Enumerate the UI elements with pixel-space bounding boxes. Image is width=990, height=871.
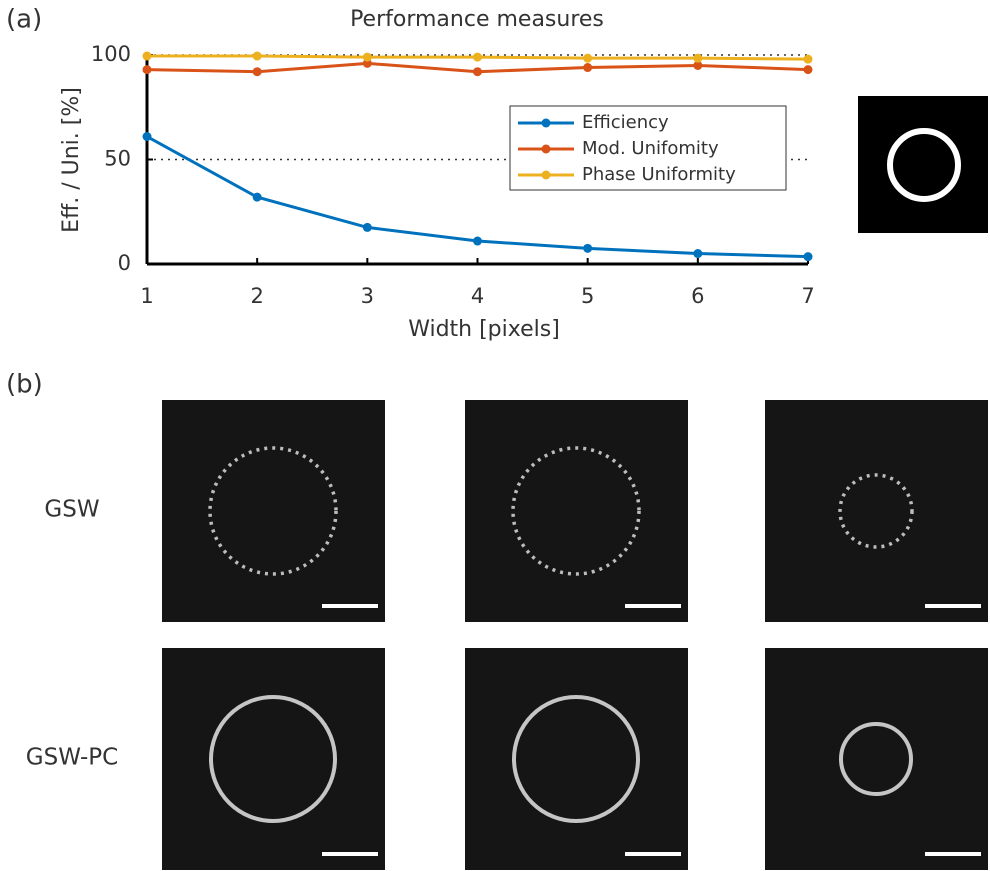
point	[803, 65, 813, 75]
ring	[511, 446, 641, 576]
y-tick-label: 100	[91, 42, 131, 66]
legend-marker	[541, 170, 551, 180]
point	[583, 243, 593, 253]
x-tick-label: 5	[581, 284, 594, 308]
y-tick-label: 50	[104, 147, 131, 171]
x-tick-label: 4	[471, 284, 484, 308]
point	[803, 252, 813, 262]
point	[583, 63, 593, 73]
point	[693, 249, 703, 259]
chart-title: Performance measures	[350, 7, 604, 32]
ring	[209, 695, 337, 823]
x-tick-label: 2	[250, 284, 263, 308]
point	[803, 54, 813, 64]
point	[252, 67, 262, 77]
microscope-image	[465, 400, 688, 622]
point	[142, 65, 152, 75]
microscope-image	[162, 400, 385, 622]
x-tick-label: 7	[801, 284, 814, 308]
point	[583, 53, 593, 63]
microscope-image	[765, 648, 988, 870]
legend-label: Efficiency	[582, 112, 669, 133]
panel-label: (b)	[6, 370, 43, 400]
legend-marker	[541, 118, 551, 128]
row-label: GSW-PC	[26, 745, 118, 771]
x-tick-label: 3	[361, 284, 374, 308]
point	[473, 67, 482, 77]
point	[693, 60, 703, 70]
y-tick-label: 0	[118, 251, 131, 275]
ring	[512, 695, 640, 823]
point	[362, 58, 372, 68]
point	[252, 192, 262, 202]
point	[473, 52, 482, 62]
point	[142, 51, 152, 61]
x-tick-label: 1	[140, 284, 153, 308]
ring	[838, 473, 914, 549]
point	[142, 132, 152, 142]
microscope-image	[162, 648, 385, 870]
inset-image	[858, 96, 988, 233]
ring	[839, 722, 913, 796]
row-label: GSW	[44, 497, 99, 523]
y-axis-label: Eff. / Uni. [%]	[59, 87, 84, 233]
x-axis-label: Width [pixels]	[408, 317, 560, 342]
legend-label: Phase Uniformity	[582, 164, 736, 185]
point	[362, 222, 372, 232]
panel-label: (a)	[6, 5, 42, 35]
point	[252, 51, 262, 61]
legend-label: Mod. Unifomity	[582, 138, 719, 159]
inset-ring	[887, 128, 961, 202]
microscope-image	[465, 648, 688, 870]
point	[362, 52, 372, 62]
point	[473, 236, 482, 246]
point	[693, 53, 703, 63]
ring	[208, 446, 338, 576]
legend-marker	[541, 144, 551, 154]
microscope-image	[765, 400, 988, 622]
x-tick-label: 6	[691, 284, 704, 308]
